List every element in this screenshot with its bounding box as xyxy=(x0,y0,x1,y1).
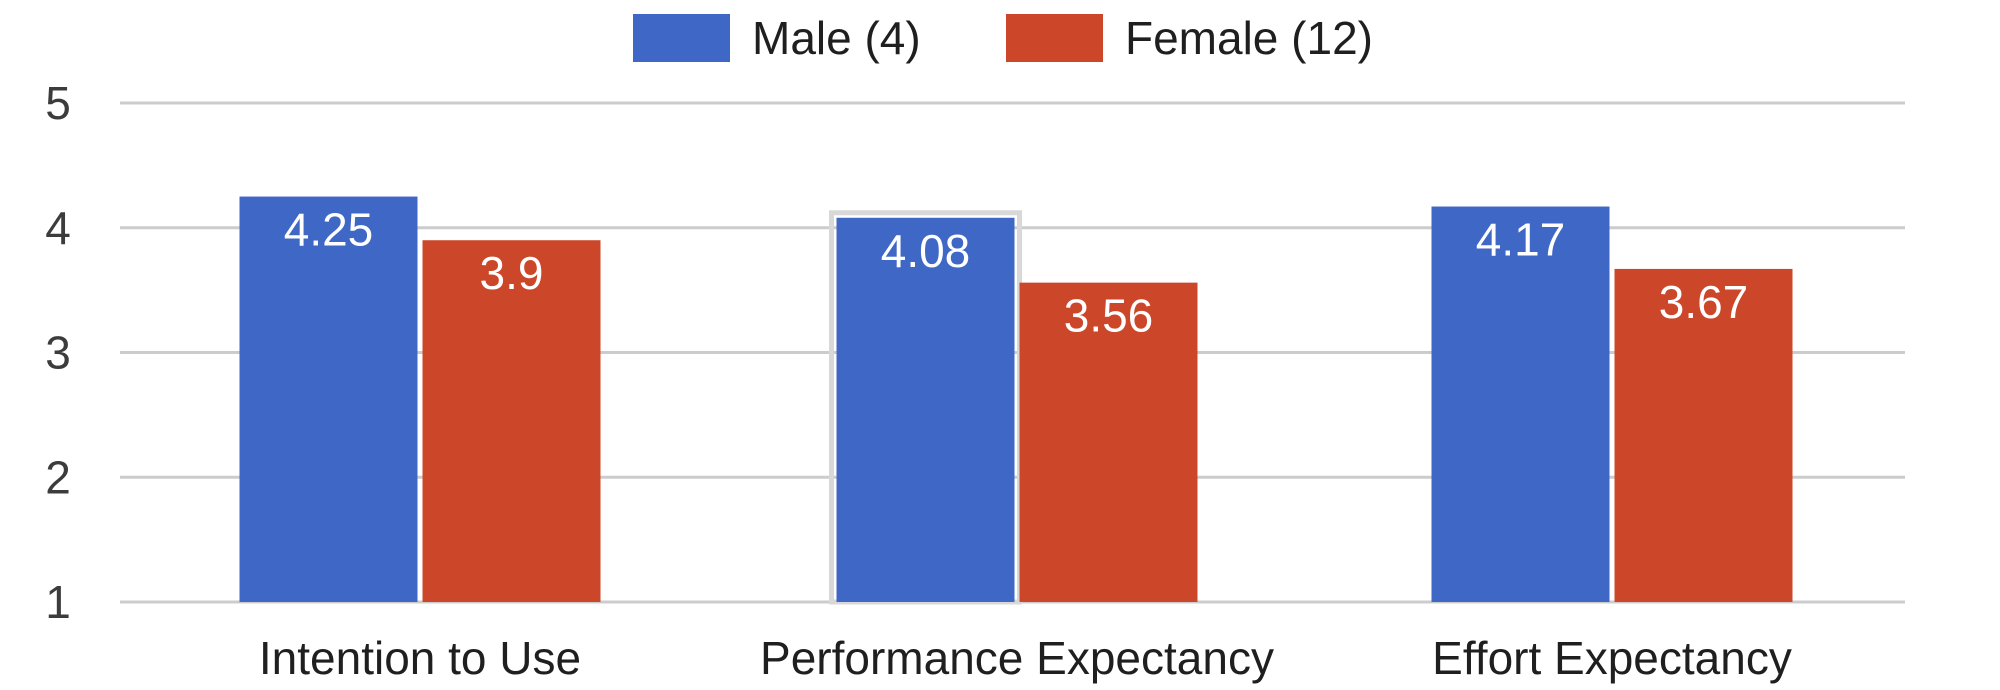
data-labels: 4.25 3.9 4.08 3.56 4.17 3.67 xyxy=(284,204,1749,342)
data-label-male-2: 4.17 xyxy=(1476,214,1566,266)
y-tick-label: 1 xyxy=(45,576,71,628)
legend: Male (4) Female (12) xyxy=(633,12,1373,64)
x-category-label: Performance Expectancy xyxy=(760,632,1274,684)
x-category-label: Intention to Use xyxy=(259,632,581,684)
data-label-female-2: 3.67 xyxy=(1659,276,1749,328)
y-tick-label: 2 xyxy=(45,451,71,503)
legend-label-male: Male (4) xyxy=(752,12,921,64)
bar-male-0 xyxy=(239,196,418,602)
legend-swatch-female xyxy=(1006,14,1103,62)
y-tick-label: 4 xyxy=(45,202,71,254)
bar-female-1 xyxy=(1019,282,1198,602)
y-tick-label: 5 xyxy=(45,77,71,129)
bar-female-2 xyxy=(1614,268,1793,602)
y-tick-label: 3 xyxy=(45,327,71,379)
x-category-label: Effort Expectancy xyxy=(1432,632,1792,684)
data-label-female-0: 3.9 xyxy=(480,247,544,299)
legend-swatch-male xyxy=(633,14,730,62)
bar-female-0 xyxy=(422,240,601,602)
legend-label-female: Female (12) xyxy=(1125,12,1373,64)
bar-male-2 xyxy=(1431,206,1610,603)
x-axis-categories: Intention to Use Performance Expectancy Ef… xyxy=(259,632,1792,684)
data-label-male-1: 4.08 xyxy=(881,225,971,277)
data-label-male-0: 4.25 xyxy=(284,204,374,256)
bars xyxy=(239,196,1793,605)
bar-male-1 xyxy=(836,217,1015,602)
data-label-female-1: 3.56 xyxy=(1064,290,1154,342)
y-axis-ticks: 1 2 3 4 5 xyxy=(45,77,71,628)
